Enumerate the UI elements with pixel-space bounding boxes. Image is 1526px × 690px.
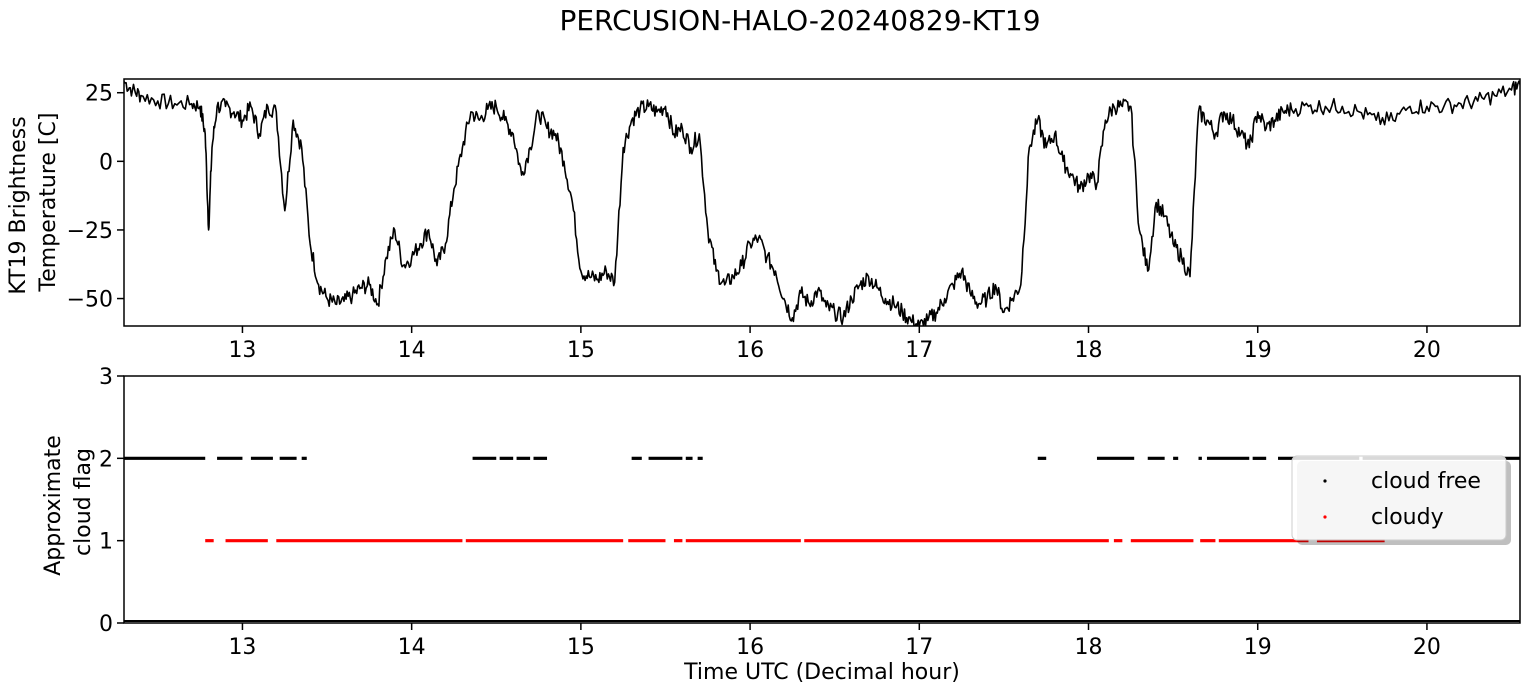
panel1-xtick-label: 15 bbox=[567, 338, 595, 363]
panel2-xtick-label: 15 bbox=[567, 635, 595, 660]
chart-title: PERCUSION-HALO-20240829-KT19 bbox=[559, 4, 1040, 37]
panel-cloud-flag: 13 14 15 16 17 18 19 20 3 2 1 0 Approximate cloud f… bbox=[41, 365, 1521, 685]
panel1-frame bbox=[123, 78, 1521, 327]
panel-brightness-temperature: 13 14 15 16 17 18 19 20 25 0 −25 −50 KT19 Brightnes… bbox=[6, 78, 1521, 363]
panel2-ylabel-line2: cloud flag bbox=[71, 448, 96, 556]
panel2-frame bbox=[123, 375, 1521, 624]
panel1-ylabel-line1: KT19 Brightness bbox=[6, 116, 31, 294]
legend-label-cloud-free: cloud free bbox=[1371, 469, 1481, 494]
panel1-xtick-label: 14 bbox=[398, 338, 426, 363]
panel2-ytick-label: 0 bbox=[99, 612, 113, 637]
panel1-xtick-label: 18 bbox=[1075, 338, 1103, 363]
panel1-xtick-label: 17 bbox=[905, 338, 933, 363]
brightness-temperature-line bbox=[124, 80, 1520, 326]
panel1-ytick-label: −25 bbox=[67, 219, 113, 244]
panel2-ylabel-line1: Approximate bbox=[41, 435, 66, 576]
panel1-ytick-label: −50 bbox=[67, 288, 113, 313]
panel1-xtick-label: 19 bbox=[1244, 338, 1272, 363]
panel2-ytick-label: 1 bbox=[99, 530, 113, 555]
panel1-ytick-label: 25 bbox=[85, 82, 113, 107]
panel2-xtick-label: 17 bbox=[905, 635, 933, 660]
panel2-xtick-label: 18 bbox=[1075, 635, 1103, 660]
panel1-xtick-label: 20 bbox=[1413, 338, 1441, 363]
panel1-ylabel: KT19 Brightness Temperature [C] bbox=[6, 109, 61, 294]
panel2-ytick-label: 3 bbox=[99, 365, 113, 390]
panel2-ytick-label: 2 bbox=[99, 447, 113, 472]
panel1-ticks: 13 14 15 16 17 18 19 20 25 0 −25 −50 bbox=[67, 82, 1441, 363]
panel2-xtick-label: 14 bbox=[398, 635, 426, 660]
cloud-flag-marks bbox=[124, 456, 1520, 543]
panel2-xtick-label: 16 bbox=[736, 635, 764, 660]
legend-swatch-cloudy bbox=[1323, 515, 1327, 519]
legend-swatch-cloud-free bbox=[1323, 479, 1327, 483]
panel2-xtick-label: 19 bbox=[1244, 635, 1272, 660]
panel1-ytick-label: 0 bbox=[99, 150, 113, 175]
panel2-ticks: 13 14 15 16 17 18 19 20 3 2 1 0 bbox=[99, 365, 1441, 660]
legend: cloud free cloudy bbox=[1291, 455, 1511, 545]
panel1-xtick-label: 13 bbox=[228, 338, 256, 363]
legend-box bbox=[1291, 455, 1507, 541]
panel2-xlabel: Time UTC (Decimal hour) bbox=[683, 660, 960, 685]
panel1-xtick-label: 16 bbox=[736, 338, 764, 363]
panel2-xtick-label: 20 bbox=[1413, 635, 1441, 660]
panel2-xtick-label: 13 bbox=[228, 635, 256, 660]
panel2-ylabel: Approximate cloud flag bbox=[41, 428, 96, 576]
legend-label-cloudy: cloudy bbox=[1371, 505, 1444, 530]
panel1-ylabel-line2: Temperature [C] bbox=[36, 113, 61, 293]
